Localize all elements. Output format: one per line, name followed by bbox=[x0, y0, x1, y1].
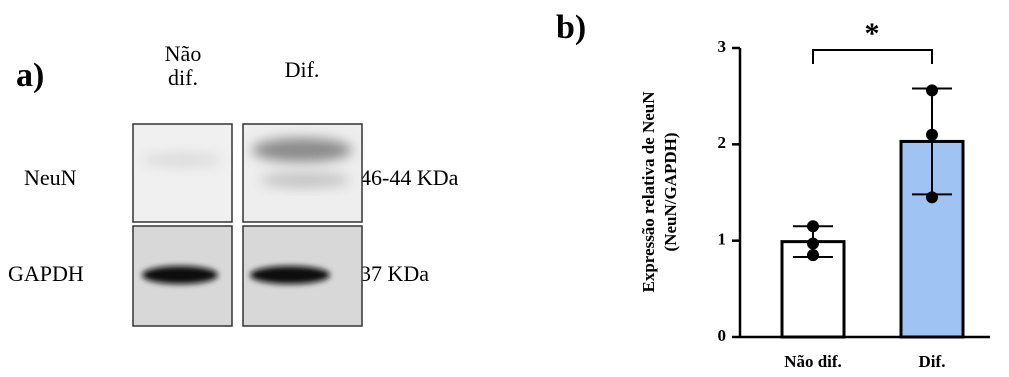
row-label: NeuN bbox=[24, 165, 77, 190]
data-point bbox=[926, 84, 938, 96]
panel-label: a) bbox=[16, 57, 44, 94]
row-label: GAPDH bbox=[8, 261, 84, 286]
significance-bracket bbox=[813, 50, 932, 64]
x-tick-label: Não dif. bbox=[784, 352, 842, 371]
panel-label: b) bbox=[556, 9, 586, 46]
data-point bbox=[926, 191, 938, 203]
data-point bbox=[807, 220, 819, 232]
size-label: 46-44 KDa bbox=[360, 165, 459, 190]
y-tick-label: 3 bbox=[718, 37, 727, 56]
significance: * bbox=[865, 17, 880, 50]
x-tick-label: Dif. bbox=[919, 352, 946, 371]
figure: a) Não dif. Dif. NeuN GAPDH 46-44 KDa 37… bbox=[0, 0, 1009, 377]
column-label: Não bbox=[165, 41, 202, 66]
data-point bbox=[926, 129, 938, 141]
y-tick-label: 2 bbox=[718, 133, 727, 152]
size-label: 37 KDa bbox=[360, 261, 429, 286]
y-axis-title: Expressão relativa de NeuN bbox=[639, 91, 658, 293]
blot bbox=[133, 124, 362, 326]
y-tick-label: 0 bbox=[718, 326, 727, 345]
y-tick-label: 1 bbox=[718, 230, 727, 249]
column-label: dif. bbox=[168, 65, 198, 90]
data-point bbox=[807, 249, 819, 261]
y-axis-title: (NeuN/GAPDH) bbox=[661, 133, 680, 252]
column-label: Dif. bbox=[285, 57, 320, 82]
data-point bbox=[807, 238, 819, 250]
